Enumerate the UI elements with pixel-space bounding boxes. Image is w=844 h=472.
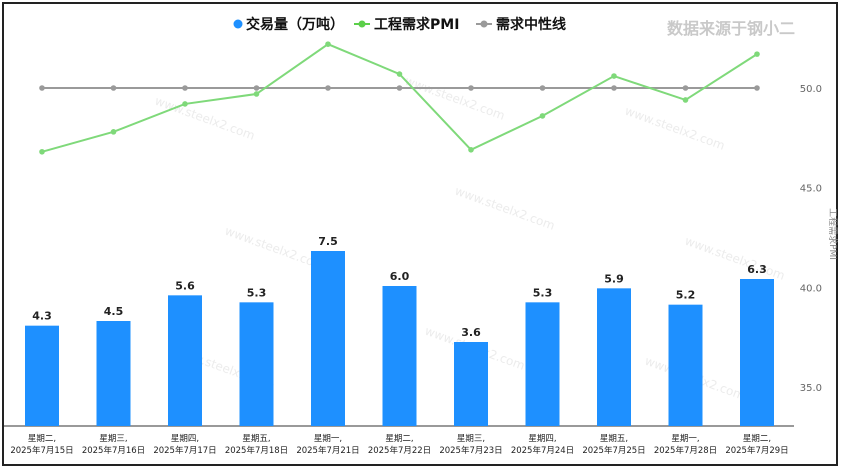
bar: [239, 302, 274, 426]
x-tick-label-date: 2025年7月21日: [296, 445, 359, 456]
pmi-line: [41, 43, 758, 153]
bar-value-label: 7.5: [318, 235, 338, 248]
x-tick-label-date: 2025年7月22日: [368, 445, 431, 456]
x-tick-label-day: 星期三,: [99, 434, 127, 444]
bar-value-label: 5.3: [247, 286, 267, 299]
neutral-point: [396, 85, 403, 91]
bar: [668, 304, 703, 426]
x-tick-label-day: 星期一,: [314, 434, 342, 444]
pmi-point: [39, 148, 45, 155]
pmi-point: [754, 51, 760, 57]
bar-value-label: 5.9: [604, 272, 624, 285]
chart-frame: www.steelx2.com www.steelx2.com www.steelx…: [2, 2, 839, 466]
bar: [96, 321, 131, 426]
legend: 交易量（万吨） 工程需求PMI 需求中性线: [233, 16, 566, 33]
right-axis-tick-label: 40.0: [800, 283, 822, 294]
pmi-point: [253, 91, 260, 97]
pmi-point: [182, 101, 188, 107]
bar-value-label: 6.3: [747, 263, 767, 276]
right-axis-tick-label: 35.0: [800, 383, 822, 394]
legend-label: 交易量（万吨）: [246, 16, 344, 33]
neutral-point: [39, 85, 45, 91]
watermark-text: www.steelx2.com: [453, 184, 557, 233]
x-tick-label-date: 2025年7月17日: [153, 445, 216, 456]
pmi-point: [396, 71, 403, 77]
x-tick-label-date: 2025年7月18日: [225, 445, 288, 456]
x-tick-label-day: 星期二,: [743, 434, 771, 444]
legend-label: 需求中性线: [496, 16, 566, 33]
x-tick-label-date: 2025年7月28日: [654, 445, 717, 456]
pmi-point: [682, 97, 689, 103]
bar-value-label: 4.5: [104, 305, 124, 318]
x-tick-label-date: 2025年7月23日: [439, 445, 502, 456]
bar-value-label: 5.3: [533, 286, 553, 299]
bar-value-label: 6.0: [390, 270, 410, 283]
bar-value-label: 5.2: [676, 289, 696, 302]
pmi-point: [110, 129, 117, 135]
bar: [597, 288, 631, 426]
lines-layer: [39, 41, 760, 155]
x-tick-label-day: 星期二,: [28, 434, 56, 444]
legend-marker: [358, 20, 366, 28]
neutral-point: [682, 85, 689, 91]
bar-value-label: 3.6: [461, 326, 481, 339]
bar: [25, 325, 59, 426]
legend-label: 工程需求PMI: [374, 16, 459, 33]
neutral-point: [468, 85, 474, 91]
x-tick-label-day: 星期五,: [600, 434, 628, 444]
legend-marker: [233, 19, 243, 29]
bar: [454, 342, 488, 426]
neutral-point: [182, 85, 188, 91]
x-tick-label-day: 星期四,: [171, 434, 199, 444]
right-axis-tick-label: 50.0: [800, 84, 822, 95]
right-axis-label: 工程需求PMI: [827, 208, 839, 260]
pmi-point: [325, 41, 331, 47]
x-tick-label-day: 星期五,: [242, 434, 270, 444]
neutral-point: [611, 85, 617, 91]
neutral-point: [539, 85, 546, 91]
x-tick-label-day: 星期四,: [528, 434, 556, 444]
bars-layer: [25, 251, 774, 426]
neutral-point: [325, 85, 331, 91]
chart: www.steelx2.com www.steelx2.com www.steelx…: [4, 16, 839, 456]
bar: [311, 251, 345, 426]
labels-layer: 4.3 4.55.65.37.56.03.65.35.95.26.3星期二,202…: [10, 235, 788, 456]
legend-marker: [480, 20, 488, 28]
x-tick-label-day: 星期一,: [671, 434, 699, 444]
bar: [525, 302, 560, 426]
x-tick-label-date: 2025年7月24日: [511, 445, 574, 456]
pmi-point: [539, 113, 546, 119]
neutral-point: [754, 85, 760, 91]
neutral-point: [110, 85, 117, 91]
watermark-text: www.steelx2.com: [623, 104, 727, 153]
watermark-text: www.steelx2.com: [683, 234, 787, 283]
neutral-point: [253, 85, 260, 91]
source-watermark: 数据来源于钢小二: [667, 19, 795, 38]
bar-value-label: 5.6: [175, 279, 195, 292]
bar: [740, 279, 774, 426]
pmi-point: [468, 146, 474, 153]
bar-value-label: 4.3: [32, 310, 52, 323]
x-tick-label-date: 2025年7月25日: [582, 445, 645, 456]
watermark-text: www.steelx2.com: [403, 74, 507, 123]
right-axis-tick-label: 45.0: [800, 184, 822, 195]
bar: [382, 286, 417, 426]
bar: [168, 295, 202, 426]
x-tick-label-day: 星期三,: [457, 434, 485, 444]
x-tick-label-date: 2025年7月15日: [10, 445, 73, 456]
x-tick-label-date: 2025年7月16日: [82, 445, 145, 456]
x-tick-label-day: 星期二,: [385, 434, 413, 444]
pmi-point: [611, 73, 617, 79]
x-tick-label-date: 2025年7月29日: [725, 445, 788, 456]
